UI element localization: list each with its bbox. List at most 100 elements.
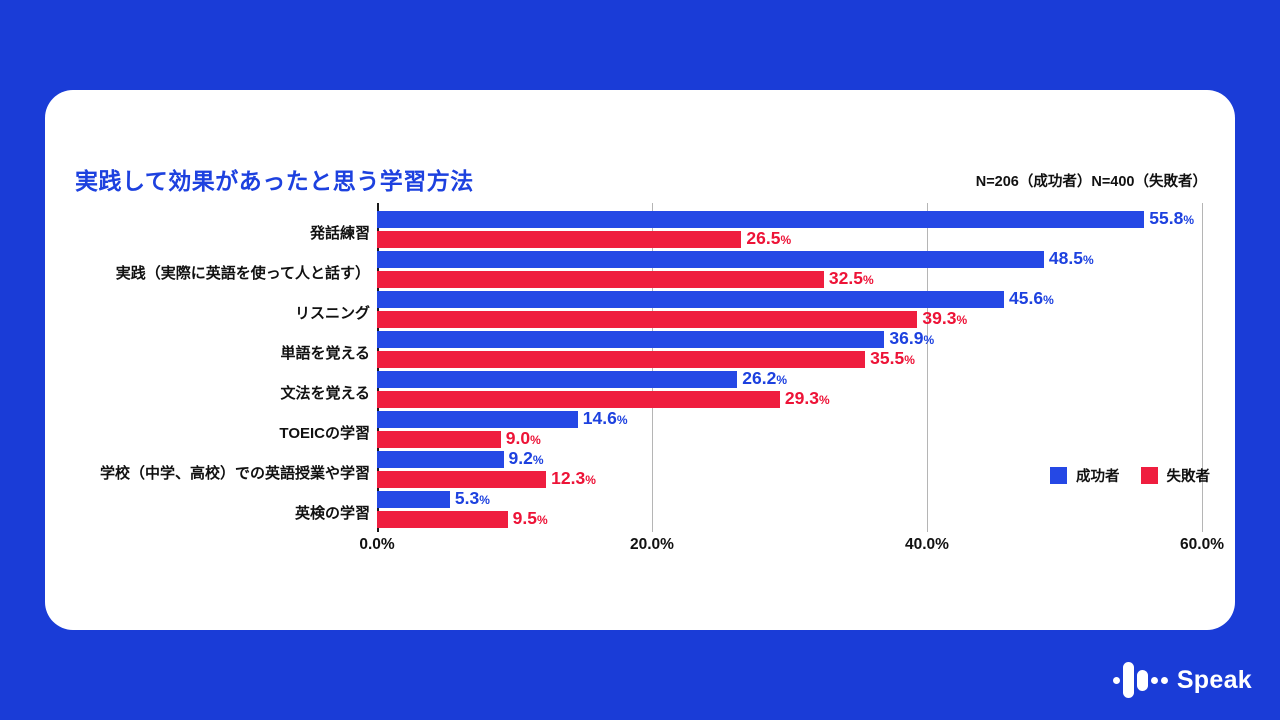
bar-value-label: 32.5%	[828, 268, 874, 288]
bar-line: 45.6%	[377, 288, 1202, 308]
bar-value-label: 26.5%	[746, 228, 792, 248]
failure-bar	[377, 431, 501, 448]
category-label: リスニング	[294, 305, 370, 322]
failure-bar	[377, 311, 918, 328]
percent-sign: %	[585, 473, 596, 487]
failure-bar	[377, 471, 547, 488]
chart-row: 英検の学習 5.3% 9.5%	[75, 488, 1205, 531]
category-label: TOEICの学習	[279, 425, 370, 442]
percent-sign: %	[1043, 293, 1054, 307]
waveform-mid-bar	[1136, 669, 1148, 691]
percent-sign: %	[904, 353, 915, 367]
speak-logo-text: Speak	[1176, 665, 1252, 694]
chart-row: 発話練習 55.8% 26.5%	[75, 208, 1205, 251]
legend: 成功者 失敗者	[1050, 465, 1222, 486]
bar-value-label: 35.5%	[870, 348, 915, 368]
bar-line: 9.5%	[377, 509, 1202, 528]
failure-bar	[377, 511, 508, 528]
category-label: 単語を覚える	[280, 345, 370, 362]
bar-value-label: 26.2%	[742, 368, 787, 388]
gridline-60.0%	[1202, 203, 1203, 532]
waveform-dot	[1150, 676, 1158, 684]
bar-value-label: 5.3%	[454, 488, 490, 508]
gridline-40.0%	[926, 203, 928, 532]
failure-bar	[377, 391, 780, 408]
percent-sign: %	[536, 513, 548, 527]
percent-sign: %	[818, 393, 830, 407]
percent-sign: %	[1082, 253, 1094, 267]
sample-size-note: N=206（成功者）N=400（失敗者）	[975, 174, 1207, 190]
bar-group: 14.6% 9.0%	[377, 408, 1202, 451]
legend-swatch	[1050, 467, 1067, 484]
bar-line: 5.3%	[377, 488, 1202, 508]
speak-waveform-icon	[1112, 662, 1168, 698]
bar-value-label: 39.3%	[922, 308, 968, 328]
bar-line: 36.9%	[377, 329, 1202, 348]
percent-sign: %	[780, 233, 792, 247]
chart-row: TOEICの学習 14.6% 9.0%	[75, 408, 1205, 451]
x-tick-label: 60.0%	[1180, 536, 1224, 553]
success-bar	[377, 491, 450, 508]
bar-group: 48.5% 32.5%	[377, 248, 1202, 291]
success-bar	[377, 371, 738, 388]
bar-value-label: 14.6%	[582, 408, 628, 428]
speak-logo: Speak	[1112, 662, 1252, 698]
percent-sign: %	[616, 413, 628, 427]
chart-card: 実践して効果があったと思う学習方法 N=206（成功者）N=400（失敗者） 発…	[45, 90, 1235, 630]
category-label: 発話練習	[309, 225, 370, 242]
bar-line: 32.5%	[377, 268, 1202, 288]
failure-bar	[377, 231, 742, 248]
bar-chart: 発話練習 55.8% 26.5% 実践（実際に英語を使って人と話す） 48.5% 32.5…	[75, 203, 1224, 573]
percent-sign: %	[530, 433, 541, 447]
bar-group: 5.3% 9.5%	[377, 488, 1202, 531]
bar-group: 36.9% 35.5%	[377, 329, 1202, 371]
bar-line: 39.3%	[377, 308, 1202, 328]
category-label: 英検の学習	[294, 505, 370, 522]
bar-value-label: 48.5%	[1048, 248, 1094, 268]
bar-line: 14.6%	[377, 408, 1202, 428]
success-bar	[377, 451, 504, 468]
bar-value-label: 55.8%	[1149, 208, 1194, 228]
failure-bar	[377, 271, 824, 288]
percent-sign: %	[776, 373, 787, 387]
success-bar	[377, 291, 1004, 308]
failure-bar	[377, 351, 866, 368]
percent-sign: %	[532, 453, 544, 467]
category-label: 学校（中学、高校）での英語授業や学習	[99, 465, 370, 482]
x-axis: 0.0% 20.0% 40.0% 60.0%	[359, 536, 1224, 560]
x-tick-label: 0.0%	[359, 536, 395, 553]
category-label: 実践（実際に英語を使って人と話す）	[115, 265, 370, 282]
waveform-tall-bar	[1122, 662, 1134, 698]
bar-group: 55.8% 26.5%	[377, 208, 1202, 251]
chart-row: 単語を覚える 36.9% 35.5%	[75, 329, 1205, 371]
percent-sign: %	[479, 493, 490, 507]
bar-rows: 発話練習 55.8% 26.5% 実践（実際に英語を使って人と話す） 48.5% 32.5…	[75, 203, 1205, 531]
success-bar	[377, 411, 578, 428]
percent-sign: %	[862, 273, 874, 287]
legend-label: 失敗者	[1166, 469, 1211, 485]
chart-title: 実践して効果があったと思う学習方法	[75, 168, 474, 194]
bar-line: 9.2%	[377, 449, 1202, 468]
bar-line: 9.0%	[377, 429, 1202, 448]
success-bar	[377, 251, 1044, 268]
bar-group: 9.2% 12.3%	[377, 449, 1202, 491]
chart-row: リスニング 45.6% 39.3%	[75, 288, 1205, 331]
bar-group: 26.2% 29.3%	[377, 368, 1202, 411]
legend-label: 成功者	[1076, 469, 1120, 485]
waveform-dot	[1112, 676, 1120, 684]
waveform-dot	[1160, 676, 1168, 684]
legend-swatch	[1140, 467, 1158, 484]
bar-line: 35.5%	[377, 348, 1202, 368]
success-bar	[377, 211, 1145, 228]
chart-row: 文法を覚える 26.2% 29.3%	[75, 368, 1205, 411]
bar-line: 48.5%	[377, 248, 1202, 268]
chart-row: 学校（中学、高校）での英語授業や学習 9.2% 12.3%	[75, 449, 1205, 491]
bar-value-label: 29.3%	[784, 388, 830, 408]
bar-value-label: 12.3%	[551, 468, 596, 488]
chart-row: 実践（実際に英語を使って人と話す） 48.5% 32.5%	[75, 248, 1205, 291]
percent-sign: %	[923, 333, 935, 347]
success-bar	[377, 331, 885, 348]
bar-value-label: 45.6%	[1009, 288, 1054, 308]
bar-group: 45.6% 39.3%	[377, 288, 1202, 331]
